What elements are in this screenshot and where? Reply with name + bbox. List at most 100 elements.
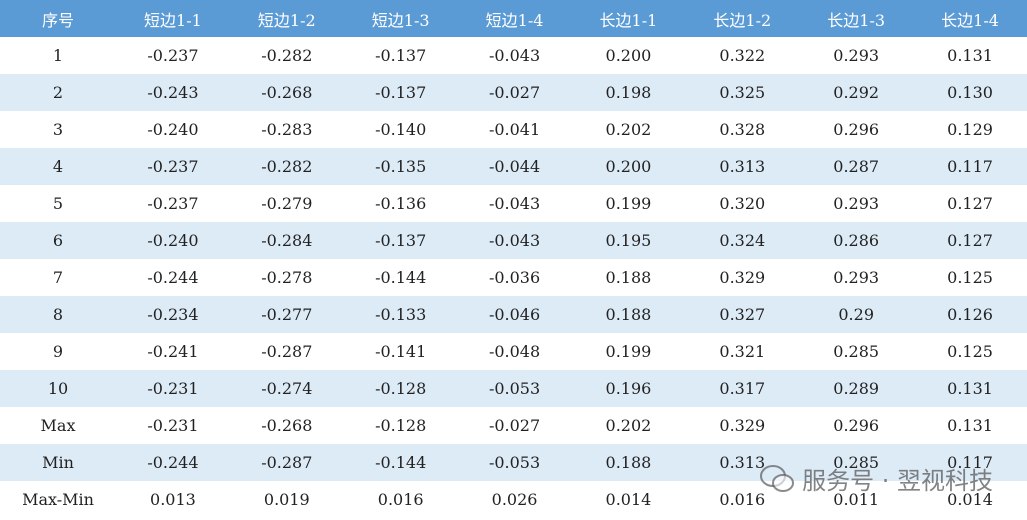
table-cell: 0.321: [719, 342, 766, 361]
table-cell: 0.013: [150, 490, 196, 509]
table-cell: 0.014: [947, 490, 993, 509]
header-cell: 短边1-3: [343, 0, 458, 37]
table-cell: -0.234: [116, 296, 230, 333]
table-cell: -0.283: [261, 120, 313, 139]
table-cell: -0.268: [229, 74, 344, 111]
table-cell: 0.313: [685, 148, 800, 185]
table-cell: 0.199: [605, 342, 652, 361]
table-cell: -0.046: [457, 296, 572, 333]
table-cell: 0.29: [799, 296, 914, 333]
table-row: Max -0.231 -0.268 -0.128 -0.027 0.202 0.329 0.2…: [0, 407, 1027, 444]
table-cell: 0.329: [719, 416, 766, 435]
table-cell: 0.188: [605, 268, 652, 287]
table-cell: 0.125: [947, 342, 993, 361]
table-row: 8 -0.234 -0.277 -0.133 -0.046 0.188 0.327 0.29 0…: [0, 296, 1027, 333]
table-cell: 0.125: [947, 268, 993, 287]
table-cell: 7: [52, 268, 64, 287]
table-cell: -0.243: [116, 74, 230, 111]
table-cell: 0.286: [799, 222, 914, 259]
table-cell: -0.237: [116, 148, 230, 185]
watermark-text: 服务号 · 翌视科技: [802, 467, 993, 495]
table-cell: -0.137: [343, 74, 458, 111]
table-cell: -0.244: [147, 268, 199, 287]
table-cell: -0.128: [375, 416, 427, 435]
table-cell: -0.278: [261, 268, 313, 287]
header-cell: 长边1-4: [913, 0, 1027, 37]
table-cell: Max-Min: [22, 490, 94, 509]
table-cell: 0.293: [833, 46, 880, 65]
table-cell: 1: [52, 46, 64, 65]
table-cell: 0.019: [263, 490, 310, 509]
table-cell: -0.043: [457, 222, 572, 259]
table-cell: Min: [0, 444, 116, 481]
table-cell: -0.279: [261, 194, 313, 213]
table-cell: 0.117: [913, 444, 1027, 481]
table-row: Max-Min 0.013 0.019 0.016 0.026 0.014 0.016 0.0…: [0, 481, 1027, 518]
table-cell: 0.131: [947, 46, 993, 65]
table-cell: 0.289: [799, 370, 914, 407]
table-cell: -0.277: [229, 296, 344, 333]
table-cell: 0.285: [833, 342, 880, 361]
table-cell: 0.328: [719, 120, 766, 139]
table-row: Min -0.244 -0.287 -0.144 -0.053 0.188 0.313 0.2…: [0, 444, 1027, 481]
table-cell: 0.016: [719, 490, 766, 509]
table-cell: 6: [0, 222, 116, 259]
table-cell: -0.287: [229, 444, 344, 481]
table-cell: 0.324: [685, 222, 800, 259]
table-cell: 9: [52, 342, 64, 361]
table-cell: -0.282: [261, 46, 313, 65]
table-cell: 0.188: [571, 444, 686, 481]
header-cell: 长边1-2: [685, 0, 800, 37]
table-cell: -0.043: [488, 46, 541, 65]
table-cell: -0.137: [375, 46, 427, 65]
table-cell: 0.117: [913, 148, 1027, 185]
table-cell: -0.237: [147, 46, 199, 65]
table-cell: 0.292: [799, 74, 914, 111]
table-cell: -0.128: [343, 370, 458, 407]
table-cell: 0.296: [833, 120, 880, 139]
table-cell: 5: [52, 194, 64, 213]
table-cell: -0.231: [116, 370, 230, 407]
table-cell: 0.131: [913, 370, 1027, 407]
header-cell: 短边1-2: [229, 0, 344, 37]
table-cell: -0.137: [343, 222, 458, 259]
table-cell: -0.237: [147, 194, 199, 213]
table-cell: -0.133: [343, 296, 458, 333]
table-cell: -0.240: [147, 120, 199, 139]
table-cell: -0.048: [488, 342, 541, 361]
table-cell: -0.144: [375, 268, 427, 287]
table-cell: 0.196: [571, 370, 686, 407]
table-cell: 0.320: [719, 194, 766, 213]
table-row: 5 -0.237 -0.279 -0.136 -0.043 0.199 0.320 0.293…: [0, 185, 1027, 222]
table-row: 4 -0.237 -0.282 -0.135 -0.044 0.200 0.313 0.287…: [0, 148, 1027, 185]
table-cell: 0.126: [913, 296, 1027, 333]
table-cell: 0.202: [605, 416, 652, 435]
table-cell: -0.240: [116, 222, 230, 259]
table-row: 2 -0.243 -0.268 -0.137 -0.027 0.198 0.325 0.292…: [0, 74, 1027, 111]
table-cell: -0.231: [147, 416, 199, 435]
table-cell: -0.044: [457, 148, 572, 185]
table-cell: -0.053: [457, 370, 572, 407]
table-cell: -0.135: [343, 148, 458, 185]
table-row: 6 -0.240 -0.284 -0.137 -0.043 0.195 0.324 0.286…: [0, 222, 1027, 259]
table-cell: 0.296: [833, 416, 880, 435]
table-cell: 0.325: [685, 74, 800, 111]
table-cell: -0.041: [488, 120, 541, 139]
table-cell: 0.293: [833, 268, 880, 287]
table-body: 1 -0.237 -0.282 -0.137 -0.043 0.200 0.322 0.293…: [0, 37, 1027, 518]
table-cell: -0.144: [343, 444, 458, 481]
table-cell: 0.200: [571, 148, 686, 185]
table-cell: 8: [0, 296, 116, 333]
table-cell: -0.140: [375, 120, 427, 139]
table-cell: 0.317: [685, 370, 800, 407]
header-cell: 长边1-1: [571, 0, 686, 37]
table-cell: 3: [52, 120, 64, 139]
table-cell: 0.195: [571, 222, 686, 259]
table-cell: 0.127: [947, 194, 993, 213]
table-cell: 0.188: [571, 296, 686, 333]
table-cell: 0.026: [491, 490, 538, 509]
table-cell: -0.136: [375, 194, 427, 213]
header-cell: 长边1-3: [799, 0, 914, 37]
table-cell: 0.285: [799, 444, 914, 481]
